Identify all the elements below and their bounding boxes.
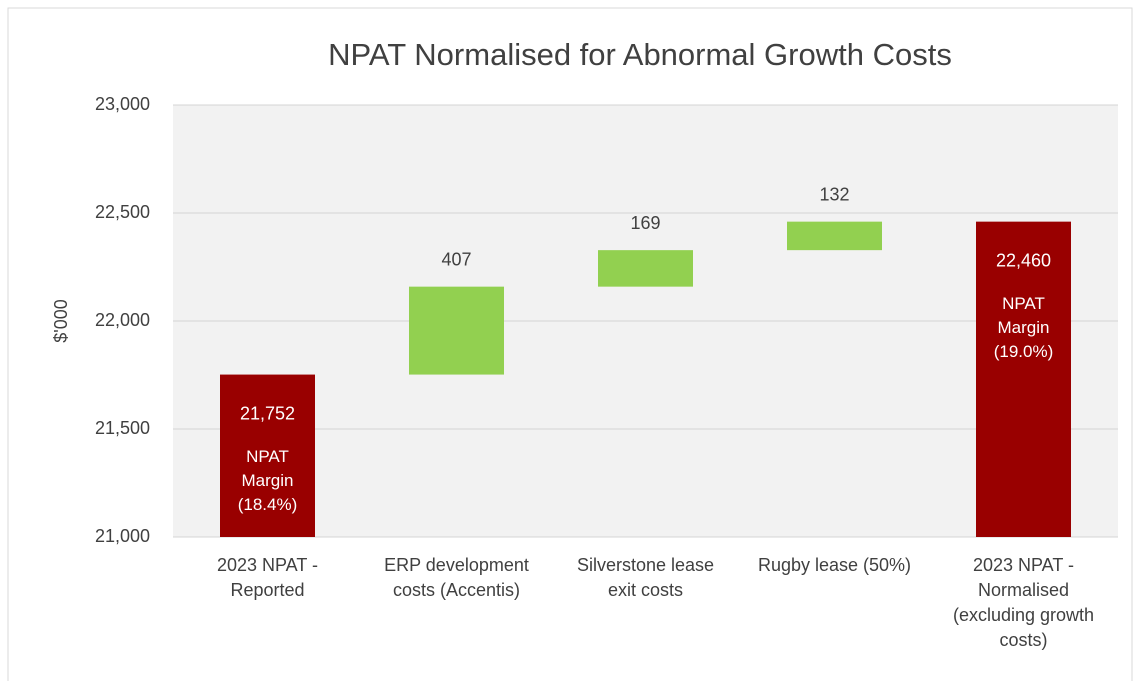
y-axis-label: $'000	[51, 299, 71, 342]
bar	[787, 221, 882, 251]
data-label: 132	[819, 184, 849, 204]
data-label: 21,752	[240, 403, 295, 423]
x-tick-label: ERP development costs (Accentis)	[384, 555, 529, 600]
y-tick-label: 21,500	[95, 418, 150, 438]
data-label: 22,460	[996, 250, 1051, 270]
annotation: NPAT Margin (18.4%)	[237, 446, 298, 514]
x-tick-label: Rugby lease (50%)	[757, 555, 912, 575]
x-tick-label: 2023 NPAT - Reported	[216, 555, 319, 600]
bar	[976, 221, 1071, 537]
y-tick-label: 21,000	[95, 526, 150, 546]
chart-title: NPAT Normalised for Abnormal Growth Cost…	[328, 37, 952, 72]
y-tick-label: 23,000	[95, 94, 150, 114]
bar	[598, 250, 693, 287]
bar	[220, 374, 315, 537]
bar	[409, 286, 504, 375]
annotation: NPAT Margin (19.0%)	[993, 293, 1054, 361]
x-tick-label: Silverstone lease exit costs	[576, 555, 715, 600]
data-label: 407	[441, 249, 471, 269]
y-tick-label: 22,500	[95, 202, 150, 222]
data-label: 169	[630, 213, 660, 233]
x-tick-label: 2023 NPAT - Normalised (excluding growth…	[952, 555, 1095, 650]
y-tick-label: 22,000	[95, 310, 150, 330]
